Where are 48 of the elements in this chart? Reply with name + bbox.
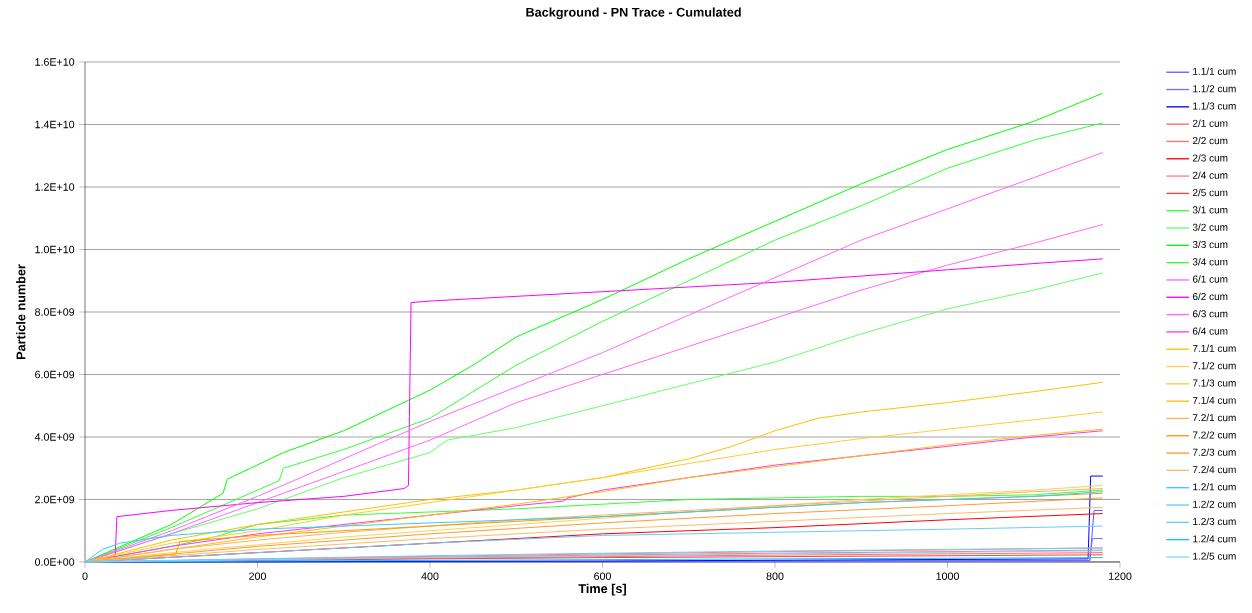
legend-label: 2/4 cum: [1192, 171, 1228, 179]
chart-title: Background - PN Trace - Cumulated: [526, 7, 741, 20]
legend-label: 1.1/3 cum: [1193, 102, 1236, 110]
legend-label: 1.2/1 cum: [1193, 483, 1236, 491]
legend-label: 2/3 cum: [1192, 154, 1228, 162]
x-tick-label: 200: [249, 572, 266, 580]
legend-label: 7.2/2 cum: [1192, 431, 1236, 439]
legend-label: 6/1 cum: [1192, 275, 1228, 283]
legend-label: 2/1 cum: [1192, 119, 1228, 127]
x-tick-label: 1200: [1108, 572, 1132, 580]
x-axis-title: Time [s]: [578, 583, 626, 596]
legend-label: 3/2 cum: [1192, 223, 1228, 231]
x-tick-label: 0: [82, 572, 88, 580]
legend-label: 1.2/3 cum: [1193, 517, 1236, 526]
x-tick-label: 800: [766, 572, 784, 580]
y-tick-label: 1.6E+10: [35, 58, 75, 66]
legend-label: 6/4 cum: [1192, 327, 1228, 335]
x-tick-label: 1000: [936, 572, 959, 580]
legend-label: 7.2/1 cum: [1192, 413, 1236, 422]
legend-label: 1.2/2 cum: [1193, 500, 1236, 508]
legend-label: 2/2 cum: [1192, 136, 1228, 145]
legend-label: 3/1 cum: [1192, 206, 1228, 214]
legend-label: 6/2 cum: [1192, 292, 1228, 301]
y-tick-label: 1.4E+10: [35, 120, 75, 129]
y-tick-label: 6.0E+09: [35, 370, 75, 379]
x-tick-label: 600: [594, 572, 611, 580]
legend-label: 1.1/2 cum: [1193, 84, 1236, 93]
x-tick-label: 400: [421, 572, 439, 580]
legend-label: 7.2/4 cum: [1192, 465, 1236, 474]
legend-label: 7.1/3 cum: [1192, 379, 1236, 387]
y-axis-title: Particle number: [16, 264, 26, 359]
legend-label: 3/3 cum: [1192, 240, 1228, 249]
y-tick-label: 0.0E+00: [35, 558, 75, 566]
legend-label: 6/3 cum: [1192, 309, 1228, 318]
legend-label: 7.1/2 cum: [1192, 361, 1236, 370]
legend-label: 1.2/4 cum: [1193, 535, 1236, 543]
legend-label: 7.1/4 cum: [1192, 396, 1236, 404]
y-tick-label: 1.2E+10: [35, 183, 75, 191]
y-tick-label: 1.0E+10: [35, 245, 75, 254]
legend-label: 1.1/1 cum: [1193, 67, 1236, 75]
legend-label: 7.1/1 cum: [1192, 344, 1236, 352]
legend-label: 3/4 cum: [1192, 258, 1228, 266]
y-tick-label: 4.0E+09: [34, 433, 75, 441]
legend-label: 7.2/3 cum: [1192, 448, 1236, 456]
legend-label: 1.2/5 cum: [1193, 552, 1236, 560]
y-tick-label: 8.0E+09: [35, 308, 75, 316]
y-tick-label: 2.0E+09: [35, 495, 75, 504]
legend-label: 2/5 cum: [1192, 188, 1228, 197]
